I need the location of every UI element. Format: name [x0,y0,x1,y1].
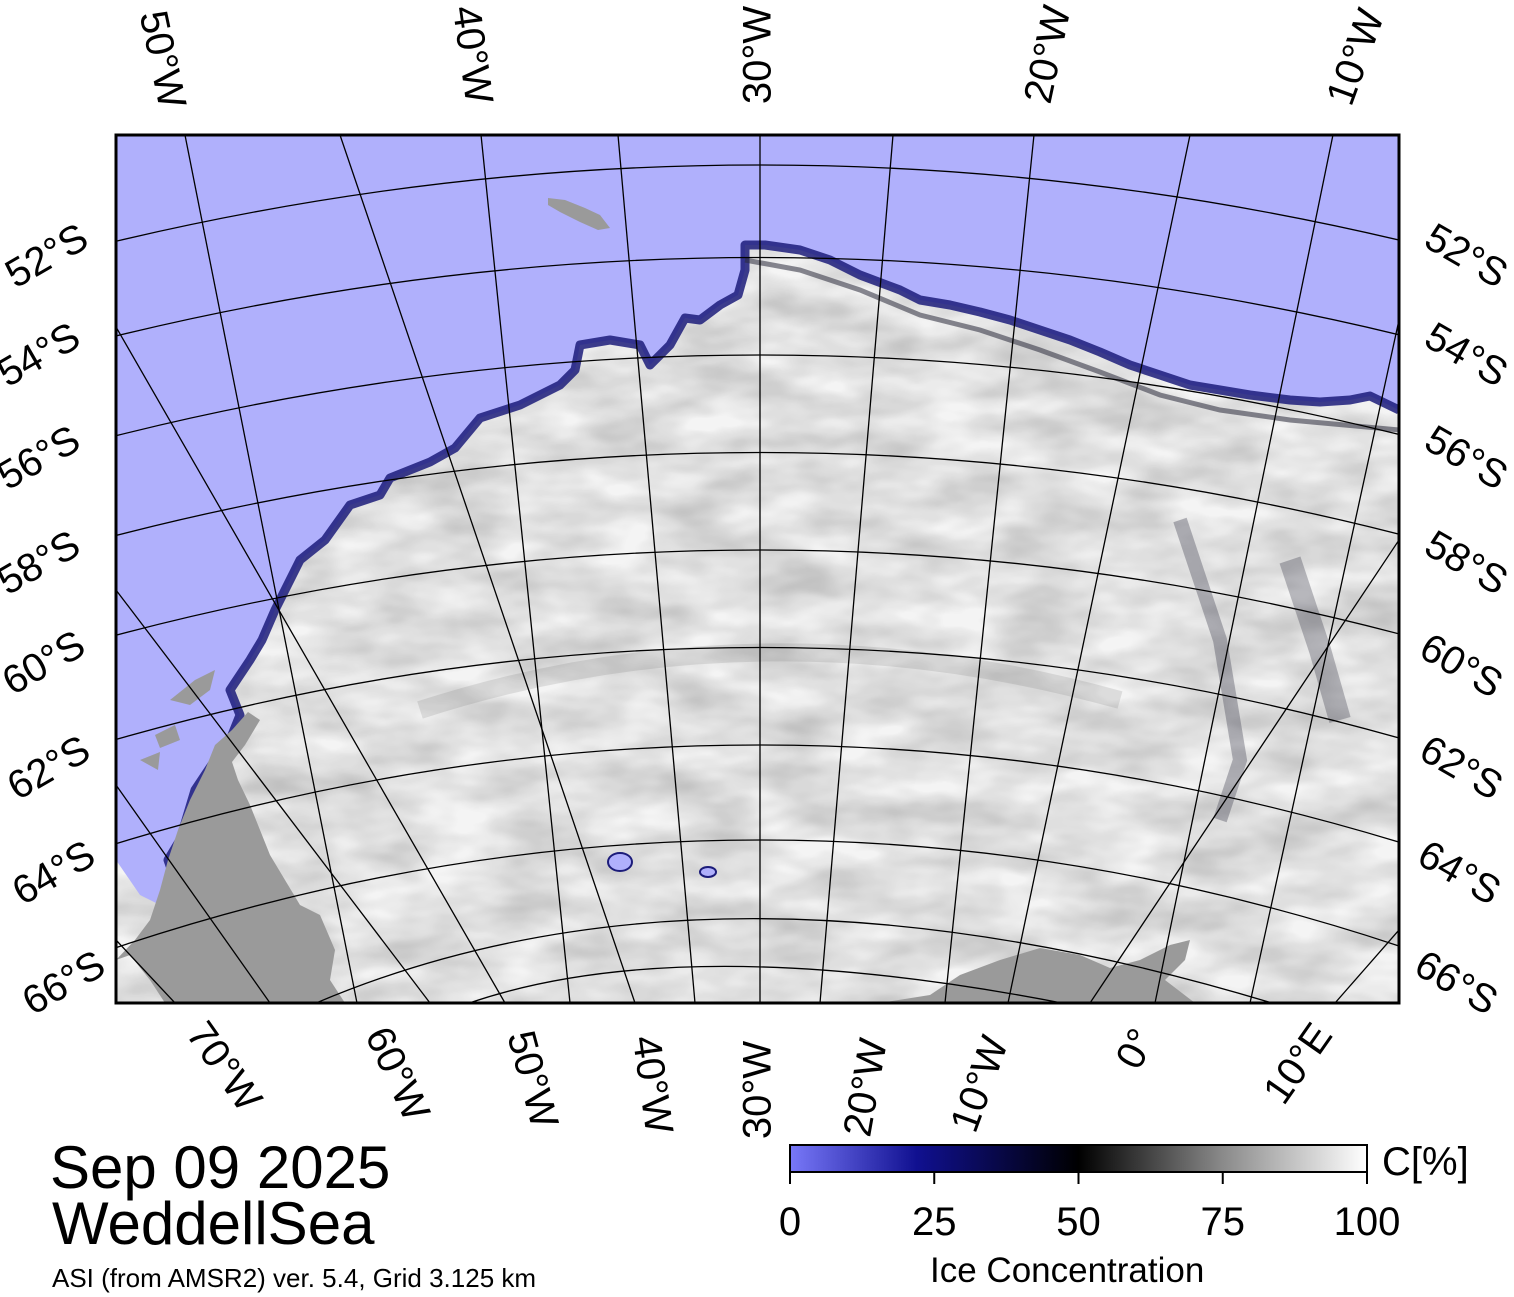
left-lat-label: 56°S [0,417,88,499]
bottom-longitude-labels: 70°W 60°W 50°W 40°W 30°W 20°W 10°W 0° 10°E [178,1014,1341,1140]
top-longitude-labels: 50°W 40°W 30°W 20°W 10°W [131,2,1394,113]
colorbar-ticks [789,1172,1368,1184]
colorbar-unit: C[%] [1382,1140,1469,1184]
colorbar-tick-label: 100 [1333,1200,1401,1244]
left-lat-label: 58°S [0,522,88,604]
source-label: ASI (from AMSR2) ver. 5.4, Grid 3.125 km [52,1263,537,1293]
right-lat-label: 58°S [1417,522,1514,604]
right-lat-label: 56°S [1417,417,1514,499]
right-lat-label: 62°S [1412,727,1509,809]
right-lat-label: 54°S [1417,314,1514,396]
polynya [607,852,633,872]
left-lat-label: 62°S [0,727,97,809]
graticule-meridians [116,135,1399,1003]
top-lon-label: 20°W [1016,2,1080,107]
bottom-lon-label: 50°W [498,1026,566,1133]
colorbar-tick-label: 50 [1056,1200,1101,1244]
bottom-lon-label: 30°W [736,1041,780,1139]
left-lat-label: 64°S [5,832,102,914]
ice-streak-east-2 [1279,556,1351,724]
bottom-lon-label: 10°E [1255,1015,1341,1112]
region-label: WeddellSea [52,1190,375,1257]
ice-streak-east [1173,517,1248,823]
left-latitude-labels: 52°S 54°S 56°S 58°S 60°S 62°S 64°S 66°S [0,215,113,1024]
right-lat-label: 52°S [1417,215,1514,297]
colorbar-title: Ice Concentration [930,1251,1205,1290]
colorbar-tick-label: 0 [778,1200,802,1244]
left-lat-label: 66°S [15,942,112,1024]
top-lon-label: 50°W [131,7,195,112]
bottom-lon-label: 70°W [178,1014,271,1120]
left-lat-label: 52°S [0,215,96,297]
bottom-lon-label: 20°W [835,1035,895,1140]
left-lat-label: 60°S [0,622,93,704]
colorbar-tick-label: 75 [1200,1200,1246,1244]
map-frame [114,133,1401,1005]
right-lat-label: 66°S [1407,942,1504,1024]
right-latitude-labels: 52°S 54°S 56°S 58°S 60°S 62°S 64°S 66°S [1407,215,1514,1024]
date-label: Sep 09 2025 [50,1134,391,1201]
colorbar-tick-label: 25 [912,1200,957,1244]
antarctic-peninsula [116,712,345,1003]
marginal-ice-zone [156,240,1399,908]
south-georgia-island [548,198,610,230]
bottom-lon-label: 10°W [942,1030,1017,1138]
right-lat-label: 64°S [1410,832,1507,914]
right-lat-label: 60°S [1412,625,1509,707]
top-lon-label: 30°W [736,6,780,104]
top-lon-label: 10°W [1318,3,1393,111]
ice-edge-dark-band [744,257,1399,433]
colorbar [789,1144,1368,1173]
antarctic-coast-east [880,940,1195,1003]
graticule-parallels [116,164,1399,1003]
bottom-lon-label: 0° [1107,1022,1164,1076]
polynya-2 [699,866,717,878]
top-lon-label: 40°W [444,3,501,107]
bottom-lon-label: 40°W [624,1033,681,1137]
ice-band-60S [417,643,1123,719]
bottom-lon-label: 60°W [357,1020,439,1128]
left-lat-label: 54°S [0,314,88,396]
